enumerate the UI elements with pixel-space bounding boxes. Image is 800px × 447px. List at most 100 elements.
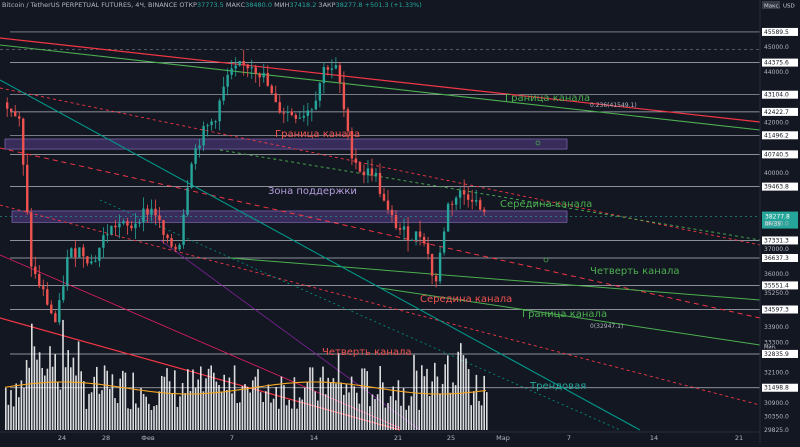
candle-body[interactable]	[154, 208, 157, 216]
candle-body[interactable]	[6, 102, 9, 109]
candle-body[interactable]	[394, 215, 398, 229]
candle-body[interactable]	[134, 223, 137, 229]
candle-body[interactable]	[478, 200, 482, 210]
candle-body[interactable]	[158, 215, 161, 221]
candle-body[interactable]	[310, 109, 314, 111]
candle-body[interactable]	[290, 111, 293, 116]
candle-body[interactable]	[262, 72, 265, 78]
candle-body[interactable]	[430, 254, 434, 276]
candle-body[interactable]	[242, 60, 245, 65]
candle-body[interactable]	[398, 228, 402, 230]
candle-body[interactable]	[222, 86, 225, 101]
candle-body[interactable]	[282, 112, 285, 114]
candle-body[interactable]	[94, 260, 97, 262]
candle-body[interactable]	[102, 235, 105, 248]
candle-body[interactable]	[410, 240, 414, 242]
candle-body[interactable]	[258, 73, 261, 78]
candle-body[interactable]	[130, 225, 133, 229]
candle-body[interactable]	[318, 83, 322, 101]
candle-body[interactable]	[86, 256, 89, 264]
candle-body[interactable]	[462, 190, 466, 195]
candle-body[interactable]	[374, 172, 378, 176]
candle-body[interactable]	[114, 225, 117, 228]
candle-body[interactable]	[146, 208, 149, 215]
candle-body[interactable]	[126, 221, 129, 226]
candle-body[interactable]	[142, 208, 145, 223]
candle-body[interactable]	[234, 65, 237, 69]
candle-body[interactable]	[390, 209, 394, 216]
candle-body[interactable]	[306, 110, 310, 116]
candle-body[interactable]	[366, 168, 370, 176]
candle-body[interactable]	[70, 248, 73, 258]
candle-body[interactable]	[198, 145, 201, 149]
candle-body[interactable]	[294, 115, 297, 119]
candle-body[interactable]	[402, 226, 406, 230]
candle-body[interactable]	[210, 121, 213, 126]
candle-body[interactable]	[370, 168, 374, 176]
candle-body[interactable]	[190, 163, 193, 188]
candle-body[interactable]	[338, 65, 342, 83]
candle-body[interactable]	[178, 244, 181, 250]
candle-body[interactable]	[302, 115, 306, 118]
candle-body[interactable]	[330, 68, 334, 70]
candle-body[interactable]	[458, 190, 462, 198]
candle-body[interactable]	[186, 187, 189, 215]
candle-body[interactable]	[314, 100, 318, 110]
candle-body[interactable]	[42, 286, 45, 290]
candle-body[interactable]	[218, 100, 221, 122]
candle-body[interactable]	[138, 222, 141, 224]
candle-body[interactable]	[118, 223, 121, 228]
candle-body[interactable]	[162, 220, 165, 235]
candle-body[interactable]	[74, 248, 77, 258]
candle-body[interactable]	[358, 162, 362, 172]
candle-body[interactable]	[298, 117, 302, 119]
candle-body[interactable]	[194, 148, 197, 164]
candle-body[interactable]	[474, 200, 478, 202]
candle-body[interactable]	[446, 203, 450, 232]
candle-body[interactable]	[442, 231, 446, 253]
candle-body[interactable]	[322, 67, 326, 84]
candle-body[interactable]	[418, 231, 422, 237]
candle-body[interactable]	[278, 102, 281, 113]
candle-body[interactable]	[18, 116, 21, 119]
candle-body[interactable]	[110, 225, 113, 235]
candle-body[interactable]	[62, 286, 65, 301]
candle-body[interactable]	[170, 238, 173, 247]
candle-body[interactable]	[182, 214, 185, 245]
candle-body[interactable]	[362, 171, 366, 176]
candle-body[interactable]	[378, 172, 382, 194]
time-axis-ticks[interactable]: 24 28 Фев 7 14 21 25 Мар 7 14 21	[58, 433, 743, 443]
candle-body[interactable]	[354, 158, 358, 163]
candle-body[interactable]	[422, 236, 426, 244]
candle-body[interactable]	[286, 111, 289, 113]
candle-body[interactable]	[414, 231, 418, 241]
candle-body[interactable]	[50, 304, 53, 314]
candle-body[interactable]	[106, 234, 109, 236]
candle-body[interactable]	[226, 74, 229, 87]
candle-body[interactable]	[470, 199, 474, 202]
candle-body[interactable]	[54, 313, 57, 323]
candle-body[interactable]	[26, 164, 29, 213]
candle-body[interactable]	[274, 93, 277, 103]
candle-body[interactable]	[350, 131, 354, 159]
candle-body[interactable]	[386, 200, 390, 210]
candle-body[interactable]	[238, 60, 241, 66]
candle-body[interactable]	[66, 257, 69, 287]
candle-body[interactable]	[334, 65, 338, 69]
candle-body[interactable]	[150, 208, 153, 215]
candle-body[interactable]	[38, 274, 41, 287]
candle-body[interactable]	[82, 247, 85, 257]
candle-body[interactable]	[434, 275, 438, 282]
candle-body[interactable]	[326, 67, 330, 70]
candle-body[interactable]	[406, 226, 410, 241]
candle-body[interactable]	[438, 252, 442, 282]
candle-body[interactable]	[174, 246, 177, 250]
candle-body[interactable]	[250, 67, 253, 69]
candle-body[interactable]	[454, 197, 458, 205]
candle-body[interactable]	[382, 193, 386, 201]
candle-body[interactable]	[202, 126, 205, 146]
candle-body[interactable]	[78, 247, 81, 258]
candle-body[interactable]	[166, 234, 169, 239]
